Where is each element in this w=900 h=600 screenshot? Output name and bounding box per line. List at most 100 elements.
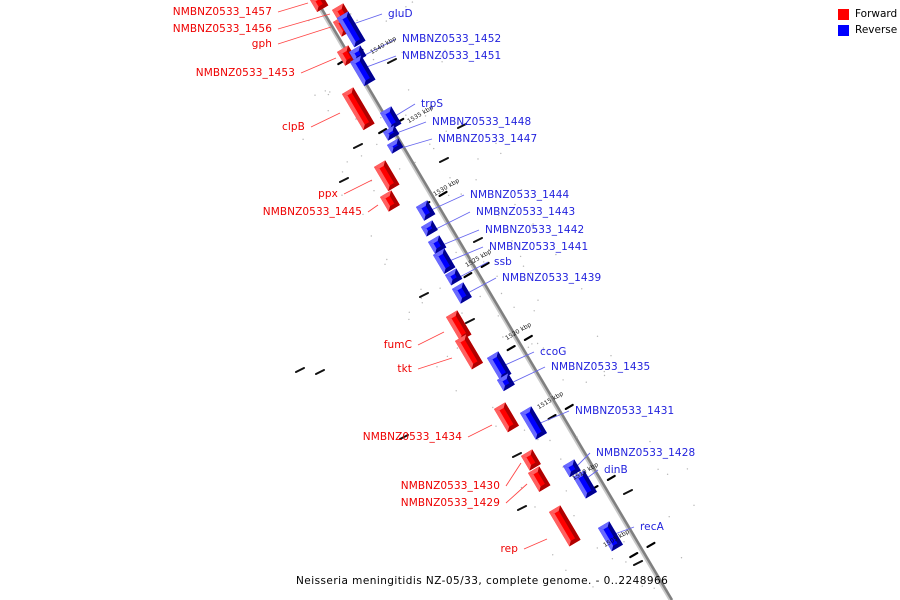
gene-bevel-right — [396, 138, 404, 147]
gene-block[interactable] — [337, 11, 366, 48]
gene-bevel-right — [430, 220, 438, 230]
gene-label-nmbnz0533-1435[interactable]: NMBNZ0533_1435 — [551, 360, 651, 373]
gene-block[interactable] — [521, 449, 541, 471]
gene-block[interactable] — [421, 220, 438, 237]
speckle-dot — [542, 347, 545, 349]
speckle-dot — [495, 425, 497, 427]
gene-block[interactable] — [433, 248, 456, 274]
gene-face[interactable] — [350, 55, 376, 87]
gene-label-gph[interactable]: gph — [251, 37, 272, 50]
speckle-dot — [445, 130, 447, 132]
gene-block[interactable] — [428, 235, 447, 255]
speckle-dot — [603, 374, 606, 377]
gene-label-nmbnz0533-1429[interactable]: NMBNZ0533_1429 — [400, 496, 500, 509]
gene-block[interactable] — [350, 55, 376, 87]
gene-block[interactable] — [342, 87, 375, 131]
gene-face[interactable] — [337, 11, 366, 48]
gene-bevel-bottom — [317, 4, 329, 13]
gene-block[interactable] — [528, 466, 551, 492]
speckle-dot — [693, 504, 695, 506]
gene-face[interactable] — [374, 160, 400, 192]
gene-label-ssb[interactable]: ssb — [494, 255, 512, 268]
gene-label-nmbnz0533-1445[interactable]: NMBNZ0533_1445 — [262, 205, 362, 218]
gene-label-ccog[interactable]: ccoG — [540, 345, 567, 358]
gene-label-nmbnz0533-1456[interactable]: NMBNZ0533_1456 — [172, 22, 272, 35]
gene-label-trps[interactable]: trpS — [421, 97, 444, 110]
gene-bevel-top — [563, 459, 575, 468]
speckle-dot — [421, 302, 423, 304]
gene-block[interactable] — [446, 310, 472, 342]
speckle-dot — [444, 49, 446, 52]
gene-label-reca[interactable]: recA — [640, 520, 664, 533]
gene-label-ppx[interactable]: ppx — [318, 187, 338, 200]
gene-block[interactable] — [383, 125, 400, 141]
gene-label-nmbnz0533-1453[interactable]: NMBNZ0533_1453 — [195, 66, 295, 79]
gene-bevel-left — [445, 275, 453, 286]
gene-bevel-left — [455, 341, 474, 370]
minor-tick-dash — [623, 489, 633, 495]
gene-block[interactable] — [452, 282, 472, 304]
gene-label-dinb[interactable]: dinB — [604, 463, 628, 476]
gene-bevel-top — [337, 11, 349, 20]
gene-block[interactable] — [497, 373, 515, 392]
speckle-dot — [327, 93, 330, 96]
gene-block[interactable] — [416, 200, 436, 221]
legend-label-forward: Forward — [855, 8, 898, 20]
legend-item-reverse[interactable]: Reverse — [838, 24, 897, 36]
gene-bevel-right — [461, 282, 472, 298]
speckle-dot — [543, 350, 545, 352]
gene-label-nmbnz0533-1442[interactable]: NMBNZ0533_1442 — [485, 223, 585, 236]
gene-block[interactable] — [520, 406, 547, 440]
gene-face[interactable] — [446, 310, 472, 342]
gene-bevel-right — [319, 0, 329, 6]
gene-bevel-left — [549, 512, 571, 547]
label-leader-line — [463, 277, 497, 296]
gene-label-nmbnz0533-1431[interactable]: NMBNZ0533_1431 — [575, 404, 675, 417]
gene-block[interactable] — [380, 190, 400, 212]
speckle-dot — [686, 468, 689, 470]
gene-face[interactable] — [520, 406, 547, 440]
gene-block[interactable] — [598, 521, 623, 552]
gene-block[interactable] — [445, 268, 463, 286]
gene-label-nmbnz0533-1447[interactable]: NMBNZ0533_1447 — [438, 132, 538, 145]
gene-bevel-left — [452, 289, 463, 304]
gene-bevel-top — [421, 220, 433, 229]
speckle-dot — [401, 51, 403, 54]
gene-face[interactable] — [342, 87, 375, 131]
legend-item-forward[interactable]: Forward — [838, 8, 897, 20]
minor-tick-dash — [512, 452, 522, 458]
gene-face[interactable] — [549, 505, 581, 547]
gene-label-nmbnz0533-1448[interactable]: NMBNZ0533_1448 — [432, 115, 532, 128]
gene-label-nmbnz0533-1434[interactable]: NMBNZ0533_1434 — [362, 430, 462, 443]
gene-label-tkt[interactable]: tkt — [397, 362, 412, 375]
gene-label-nmbnz0533-1441[interactable]: NMBNZ0533_1441 — [489, 240, 589, 253]
gene-block[interactable] — [494, 402, 519, 433]
speckle-dot — [455, 390, 457, 392]
gene-bevel-right — [437, 235, 447, 248]
gene-block[interactable] — [374, 160, 400, 192]
gene-label-fumc[interactable]: fumC — [383, 338, 412, 351]
gene-face[interactable] — [455, 334, 484, 370]
gene-label-nmbnz0533-1451[interactable]: NMBNZ0533_1451 — [402, 49, 502, 62]
gene-label-nmbnz0533-1457[interactable]: NMBNZ0533_1457 — [172, 5, 272, 18]
gene-label-clpb[interactable]: clpB — [282, 120, 305, 133]
gene-bevel-left — [528, 473, 541, 492]
gene-block[interactable] — [310, 0, 329, 13]
gene-block[interactable] — [387, 138, 404, 154]
gene-block[interactable] — [563, 459, 581, 478]
gene-block[interactable] — [573, 470, 597, 499]
speckle-dot — [362, 213, 364, 216]
gene-block[interactable] — [380, 106, 402, 131]
gene-label-nmbnz0533-1444[interactable]: NMBNZ0533_1444 — [470, 188, 570, 201]
gene-block[interactable] — [549, 505, 581, 547]
gene-label-glud[interactable]: gluD — [388, 7, 413, 20]
legend-label-reverse: Reverse — [855, 24, 898, 36]
gene-label-nmbnz0533-1428[interactable]: NMBNZ0533_1428 — [596, 446, 696, 459]
gene-block[interactable] — [455, 334, 484, 370]
gene-label-nmbnz0533-1443[interactable]: NMBNZ0533_1443 — [476, 205, 576, 218]
gene-label-nmbnz0533-1439[interactable]: NMBNZ0533_1439 — [502, 271, 602, 284]
gene-label-rep[interactable]: rep — [500, 542, 518, 555]
speckle-dot — [514, 203, 516, 206]
gene-label-nmbnz0533-1452[interactable]: NMBNZ0533_1452 — [402, 32, 502, 45]
gene-label-nmbnz0533-1430[interactable]: NMBNZ0533_1430 — [400, 479, 500, 492]
